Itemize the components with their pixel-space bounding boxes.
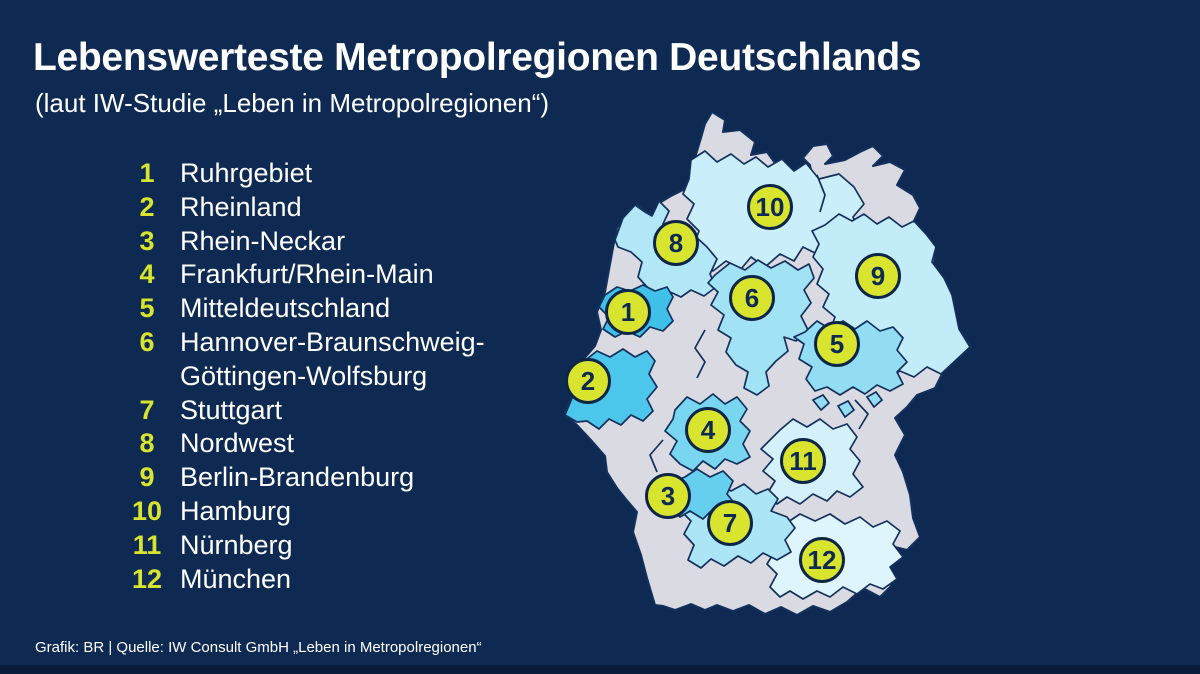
marker-circle — [707, 500, 753, 546]
rank-number: 1 — [139, 158, 155, 188]
map-marker: 3 — [645, 473, 691, 519]
marker-number: 12 — [808, 545, 837, 575]
source-credit: Grafik: BR | Quelle: IW Consult GmbH „Le… — [35, 639, 482, 656]
region-name: Nürnberg — [180, 529, 293, 560]
marker-circle — [799, 537, 845, 583]
map-marker: 9 — [855, 253, 901, 299]
state-border-line — [816, 174, 826, 213]
marker-number: 3 — [661, 481, 675, 511]
rank-number: 5 — [139, 293, 155, 324]
list-item: 9 Berlin-Brandenburg — [126, 461, 546, 495]
marker-number: 5 — [830, 329, 844, 359]
map-marker: 2 — [565, 358, 611, 404]
map-marker: 5 — [814, 321, 860, 367]
marker-circle — [814, 321, 860, 367]
region-name: Berlin-Brandenburg — [180, 462, 415, 493]
marker-number: 11 — [789, 446, 817, 476]
marker-circle — [565, 358, 611, 404]
region-name: Mitteldeutschland — [180, 293, 391, 324]
region-name: Rhein-Neckar — [180, 225, 346, 256]
rank-number: 8 — [139, 428, 155, 459]
map-marker: 1 — [605, 289, 651, 335]
map-marker: 6 — [729, 275, 775, 321]
region-name: Hannover-Braunschweig-Göttingen-Wolfsbur… — [180, 326, 485, 391]
region-name: Hamburg — [180, 495, 292, 526]
list-item: 11 Nürnberg — [126, 529, 546, 563]
list-item: 6 Hannover-Braunschweig-Göttingen-Wolfsb… — [126, 326, 546, 394]
marker-number: 2 — [581, 366, 595, 396]
list-item: 3 Rhein-Neckar — [126, 225, 546, 259]
marker-circle — [855, 253, 901, 299]
marker-circle — [605, 289, 651, 335]
list-item: 1 Ruhrgebiet — [126, 157, 546, 191]
marker-circle — [729, 275, 775, 321]
ranking-list: 1 Ruhrgebiet 2 Rheinland 3 Rhein-Neckar … — [126, 157, 546, 596]
rank-number: 11 — [132, 529, 162, 560]
marker-circle — [780, 438, 826, 484]
marker-number: 7 — [723, 508, 737, 538]
state-border-line — [649, 439, 664, 473]
marker-circle — [685, 407, 731, 453]
marker-circle — [747, 184, 793, 230]
germany-map: 1 2 3 4 5 6 7 8 9 10 11 12 — [555, 100, 995, 660]
map-region-exclave — [865, 390, 884, 409]
list-item: 12 München — [126, 563, 546, 597]
region-name: Nordwest — [180, 428, 295, 459]
map-marker: 4 — [685, 407, 731, 453]
bottom-bar — [0, 665, 1200, 674]
region-name: Ruhrgebiet — [180, 158, 313, 188]
marker-circle — [645, 473, 691, 519]
map-marker: 10 — [747, 184, 793, 230]
page-title: Lebenswerteste Metropolregionen Deutschl… — [33, 36, 922, 79]
rank-number: 10 — [131, 495, 163, 526]
rank-number: 3 — [139, 225, 155, 256]
map-marker: 7 — [707, 500, 753, 546]
map-marker: 11 — [780, 438, 826, 484]
state-border-line — [694, 329, 706, 379]
list-item: 4 Frankfurt/Rhein-Main — [126, 258, 546, 292]
map-borders-layer — [649, 174, 869, 473]
rank-number: 6 — [139, 326, 155, 357]
list-item: 8 Nordwest — [126, 427, 546, 461]
map-marker: 8 — [653, 220, 699, 266]
list-item: 5 Mitteldeutschland — [126, 292, 546, 326]
map-marker: 12 — [799, 537, 845, 583]
marker-number: 4 — [701, 415, 716, 445]
region-name: München — [180, 563, 292, 594]
rank-number: 12 — [131, 563, 163, 594]
region-name: Rheinland — [180, 191, 302, 222]
marker-number: 8 — [669, 228, 683, 258]
rank-number: 4 — [139, 259, 155, 290]
list-item: 2 Rheinland — [126, 191, 546, 225]
marker-number: 1 — [621, 297, 635, 327]
marker-number: 6 — [745, 283, 759, 313]
marker-circle — [653, 220, 699, 266]
marker-number: 10 — [756, 192, 785, 222]
map-region-exclave — [811, 393, 831, 412]
rank-number: 2 — [139, 191, 155, 222]
region-name: Frankfurt/Rhein-Main — [180, 259, 434, 290]
state-border-line — [854, 399, 869, 430]
page-subtitle: (laut IW-Studie „Leben in Metropolregion… — [35, 88, 550, 118]
list-item: 7 Stuttgart — [126, 394, 546, 428]
list-item: 10 Hamburg — [126, 495, 546, 529]
rank-number: 9 — [139, 462, 155, 493]
map-region-exclave — [836, 399, 856, 419]
region-name: Stuttgart — [180, 394, 283, 425]
rank-number: 7 — [139, 394, 155, 425]
marker-number: 9 — [871, 261, 885, 291]
